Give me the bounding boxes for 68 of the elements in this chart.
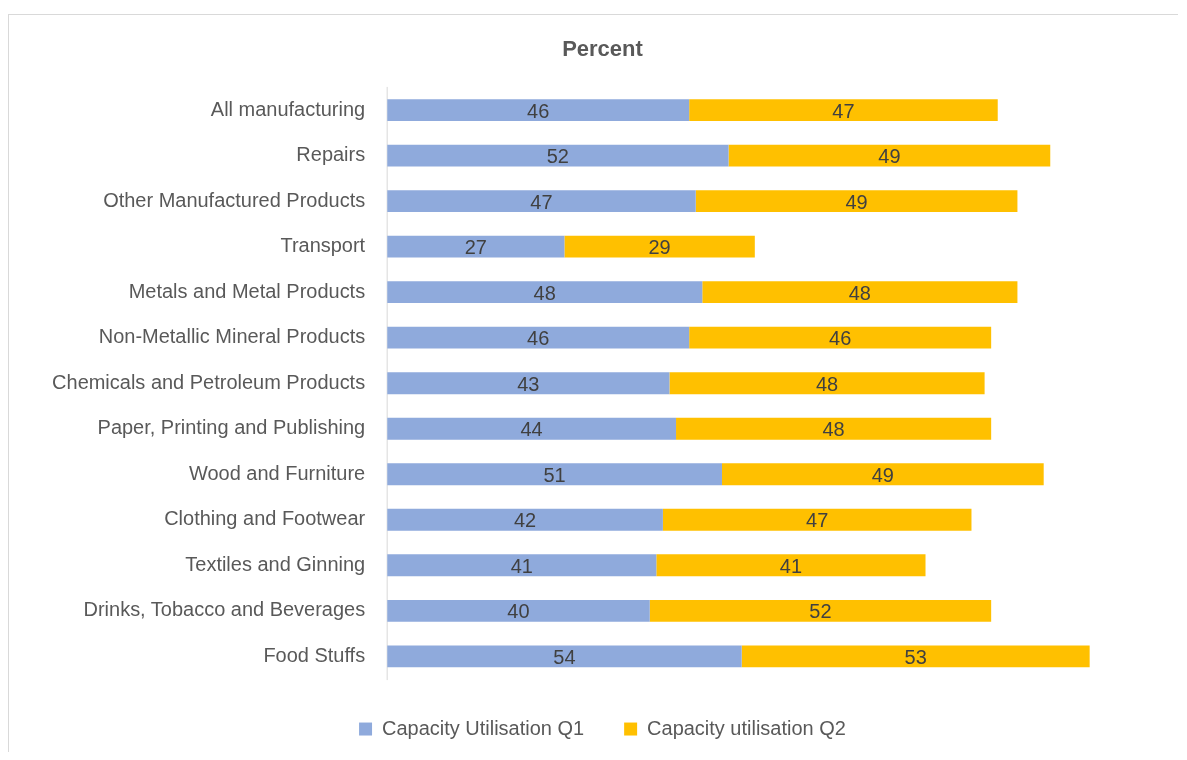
data-label: 46	[829, 327, 852, 350]
bar	[649, 599, 992, 622]
bar	[564, 235, 755, 258]
y-tick-label: Textiles and Ginning	[185, 552, 366, 575]
data-label: 54	[553, 645, 576, 668]
bar	[387, 372, 670, 395]
bar	[387, 144, 729, 167]
y-tick-label: All manufacturing	[210, 97, 366, 120]
data-label: 41	[510, 554, 533, 577]
bar	[728, 144, 1051, 167]
bar	[387, 554, 657, 577]
data-label: 43	[517, 372, 540, 395]
y-tick-label: Metals and Metal Products	[128, 279, 366, 302]
data-label: 53	[904, 645, 927, 668]
y-tick-label: Food Stuffs	[263, 643, 366, 666]
data-label: 44	[520, 418, 543, 441]
y-tick-label: Chemicals and Petroleum Products	[52, 370, 366, 393]
y-tick-label: Repairs	[296, 143, 366, 166]
data-label: 42	[513, 509, 537, 532]
data-label: 49	[878, 145, 901, 168]
y-tick-label: Paper, Printing and Publishing	[97, 416, 366, 439]
legend-label: Capacity utilisation Q2	[647, 716, 846, 739]
chart-title: Percent	[562, 36, 644, 62]
data-label: 52	[546, 145, 569, 168]
y-tick-label: Drinks, Tobacco and Beverages	[83, 598, 366, 621]
data-label: 27	[464, 236, 487, 259]
y-tick-label: Other Manufactured Products	[103, 188, 366, 211]
bar	[676, 417, 992, 440]
data-label: 46	[527, 99, 550, 122]
data-label: 48	[848, 281, 871, 304]
bar	[387, 463, 722, 486]
bar	[387, 417, 677, 440]
bar	[656, 554, 926, 577]
data-label: 51	[543, 463, 566, 486]
bar	[702, 281, 1018, 304]
y-tick-label: Non-Metallic Mineral Products	[98, 325, 366, 348]
bar	[387, 508, 663, 531]
legend-label: Capacity Utilisation Q1	[382, 716, 585, 739]
data-label: 41	[779, 554, 803, 577]
data-label: 48	[815, 372, 839, 395]
data-label: 46	[527, 327, 550, 350]
bar	[695, 190, 1018, 213]
bar	[662, 508, 972, 531]
bar	[721, 463, 1044, 486]
bar	[387, 235, 565, 258]
bar	[387, 326, 690, 349]
bar	[741, 645, 1090, 668]
data-label: 47	[530, 190, 553, 213]
data-label: 29	[648, 236, 671, 259]
bar	[387, 99, 690, 121]
data-label: 48	[822, 418, 845, 441]
bar	[669, 372, 985, 395]
data-label: 47	[832, 99, 855, 122]
data-label: 47	[806, 509, 829, 532]
bar	[387, 281, 703, 304]
data-label: 49	[871, 463, 894, 486]
bar	[387, 599, 650, 622]
data-label: 52	[809, 600, 832, 623]
bar	[387, 190, 696, 213]
bar	[689, 99, 998, 121]
data-label: 40	[507, 600, 530, 623]
y-tick-label: Wood and Furniture	[189, 461, 366, 484]
y-tick-label: Transport	[280, 234, 366, 257]
bar	[689, 326, 992, 349]
bar	[387, 645, 742, 668]
y-tick-label: Clothing and Footwear	[164, 507, 366, 530]
data-label: 49	[845, 190, 868, 213]
data-label: 48	[533, 281, 556, 304]
